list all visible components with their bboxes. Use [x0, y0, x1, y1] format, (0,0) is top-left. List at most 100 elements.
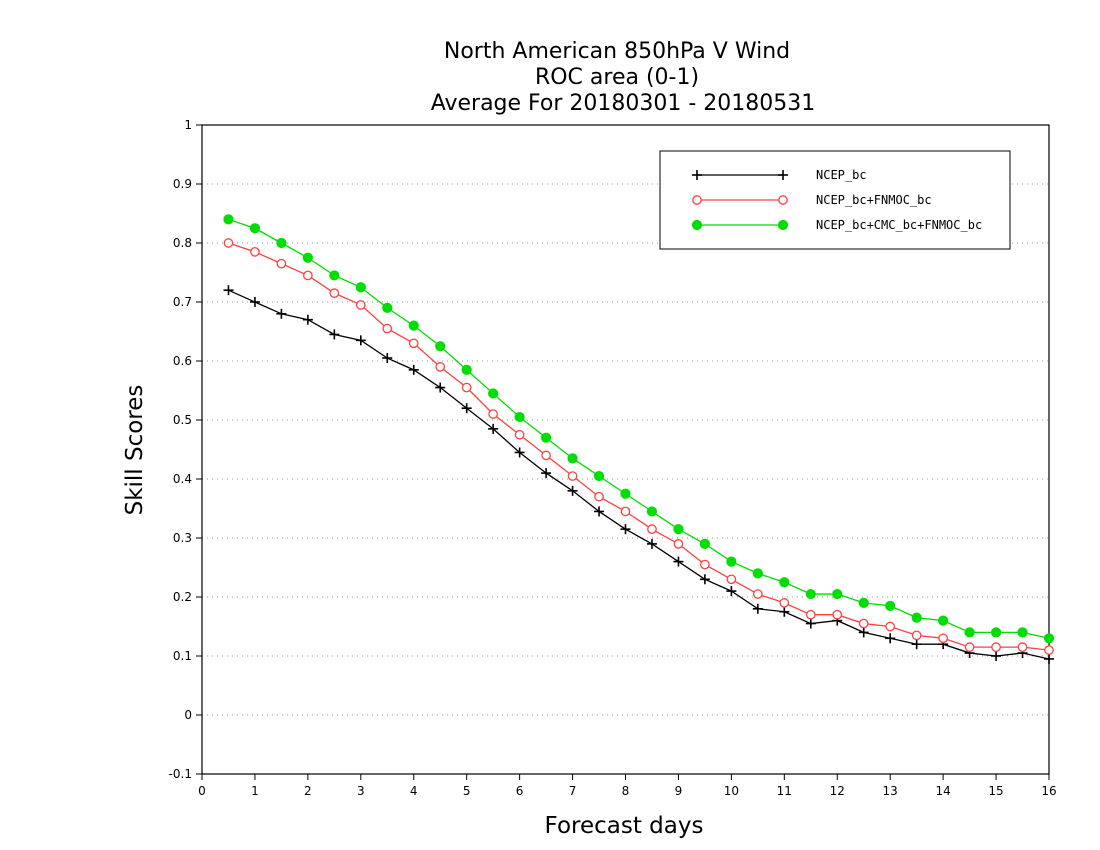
data-point-filled-circle: [779, 577, 790, 588]
legend: NCEP_bc NCEP_bc+FNMOC_bc NCEP_bc+CMC_bc+FN…: [659, 150, 1011, 250]
data-point-plus: [249, 297, 260, 307]
x-tick-label: 1: [251, 784, 259, 798]
data-point-filled-circle: [911, 612, 922, 623]
x-tick-label: 15: [988, 784, 1003, 798]
legend-item-2: NCEP_bc+FNMOC_bc: [692, 193, 932, 207]
data-point-filled-circle: [540, 432, 552, 443]
y-tick-label: 0.4: [173, 472, 192, 486]
y-tick-label: 0.5: [173, 413, 192, 427]
data-point-plus: [1044, 653, 1054, 664]
data-point-plus: [302, 314, 313, 325]
x-tick-label: 8: [622, 784, 630, 798]
data-point-plus: [382, 353, 393, 364]
data-point-filled-circle: [726, 556, 737, 567]
data-point-open-circle: [964, 642, 975, 653]
x-tick-label: 14: [935, 784, 950, 798]
data-point-filled-circle: [435, 341, 446, 352]
data-point-filled-circle: [223, 214, 234, 225]
data-point-filled-circle: [382, 302, 393, 313]
x-tick-label: 5: [463, 784, 471, 798]
data-point-plus: [779, 606, 790, 617]
data-point-plus: [461, 403, 472, 414]
legend-label: NCEP_bc+FNMOC_bc: [816, 193, 932, 207]
data-point-filled-circle: [302, 252, 313, 263]
data-point-open-circle: [541, 450, 551, 461]
data-point-plus: [435, 382, 446, 393]
data-point-open-circle: [461, 382, 472, 393]
data-point-open-circle: [752, 589, 763, 599]
data-point-plus: [488, 423, 499, 434]
data-point-open-circle: [1044, 645, 1054, 655]
data-point-open-circle: [779, 598, 790, 608]
data-point-open-circle: [700, 559, 710, 570]
y-tick-label: 0.1: [173, 649, 192, 663]
x-tick-label: 16: [1041, 784, 1056, 798]
data-point-plus: [752, 603, 763, 614]
y-tick-label: 1: [184, 118, 192, 132]
chart-title-line-2: ROC area (0-1): [535, 65, 699, 90]
data-point-plus: [699, 574, 710, 585]
data-point-filled-circle: [593, 470, 605, 482]
data-point-filled-circle: [646, 506, 658, 517]
data-point-open-circle: [911, 630, 922, 641]
data-point-filled-circle: [1043, 633, 1055, 644]
data-point-filled-circle: [691, 219, 703, 231]
data-point-open-circle: [991, 642, 1001, 653]
legend-label: NCEP_bc+CMC_bc+FNMOC_bc: [816, 218, 982, 232]
data-point-plus: [726, 586, 737, 597]
series-line: [228, 242, 1050, 651]
x-tick-label: 13: [883, 784, 898, 798]
data-point-plus: [673, 556, 684, 567]
data-point-plus: [355, 335, 366, 346]
data-point-open-circle: [355, 300, 366, 310]
data-point-plus: [911, 639, 922, 650]
data-point-open-circle: [567, 471, 578, 481]
y-tick-label: 0.3: [173, 531, 192, 545]
chart-title-line-1: North American 850hPa V Wind: [444, 39, 790, 64]
data-point-filled-circle: [355, 282, 366, 293]
data-point-filled-circle: [938, 615, 949, 626]
data-point-open-circle: [673, 539, 684, 549]
data-point-open-circle: [594, 491, 604, 502]
data-point-open-circle: [223, 238, 234, 248]
data-point-filled-circle: [964, 627, 975, 638]
data-point-plus: [514, 447, 525, 458]
y-axis-title: Skill Scores: [122, 385, 148, 516]
data-point-open-circle: [692, 195, 702, 205]
x-tick-label: 2: [304, 784, 312, 798]
x-tick-label: 12: [830, 784, 845, 798]
y-tick-label: 0.9: [173, 177, 192, 191]
legend-item-3: NCEP_bc+CMC_bc+FNMOC_bc: [691, 218, 982, 232]
x-tick-label: 3: [357, 784, 365, 798]
data-point-plus: [805, 618, 816, 629]
data-point-filled-circle: [408, 320, 419, 331]
chart-title-line-3: Average For 20180301 - 20180531: [431, 91, 816, 116]
data-point-filled-circle: [832, 588, 843, 600]
axes: [196, 124, 1050, 780]
data-point-plus: [692, 170, 702, 180]
data-point-filled-circle: [752, 568, 763, 579]
y-tick-label: 0.8: [173, 236, 192, 250]
data-point-filled-circle: [805, 588, 816, 600]
data-point-open-circle: [303, 270, 313, 281]
data-point-filled-circle: [673, 524, 684, 535]
data-point-open-circle: [858, 618, 869, 629]
x-tick-label: 11: [777, 784, 792, 798]
data-point-filled-circle: [249, 223, 261, 234]
series-line: [228, 289, 1050, 660]
data-point-open-circle: [832, 609, 843, 620]
data-point-open-circle: [488, 409, 499, 419]
data-point-open-circle: [276, 258, 287, 269]
y-tick-label: 0.7: [173, 295, 192, 309]
data-point-plus: [276, 308, 287, 319]
data-point-filled-circle: [990, 627, 1002, 638]
data-point-plus: [567, 485, 578, 496]
y-tick-label: -0.1: [169, 767, 192, 781]
data-point-open-circle: [778, 195, 788, 205]
data-point-open-circle: [329, 288, 340, 298]
y-tick-label: 0.2: [173, 590, 192, 604]
data-point-filled-circle: [488, 388, 499, 399]
data-point-open-circle: [514, 429, 525, 440]
x-tick-label: 9: [675, 784, 683, 798]
data-point-filled-circle: [567, 453, 578, 464]
